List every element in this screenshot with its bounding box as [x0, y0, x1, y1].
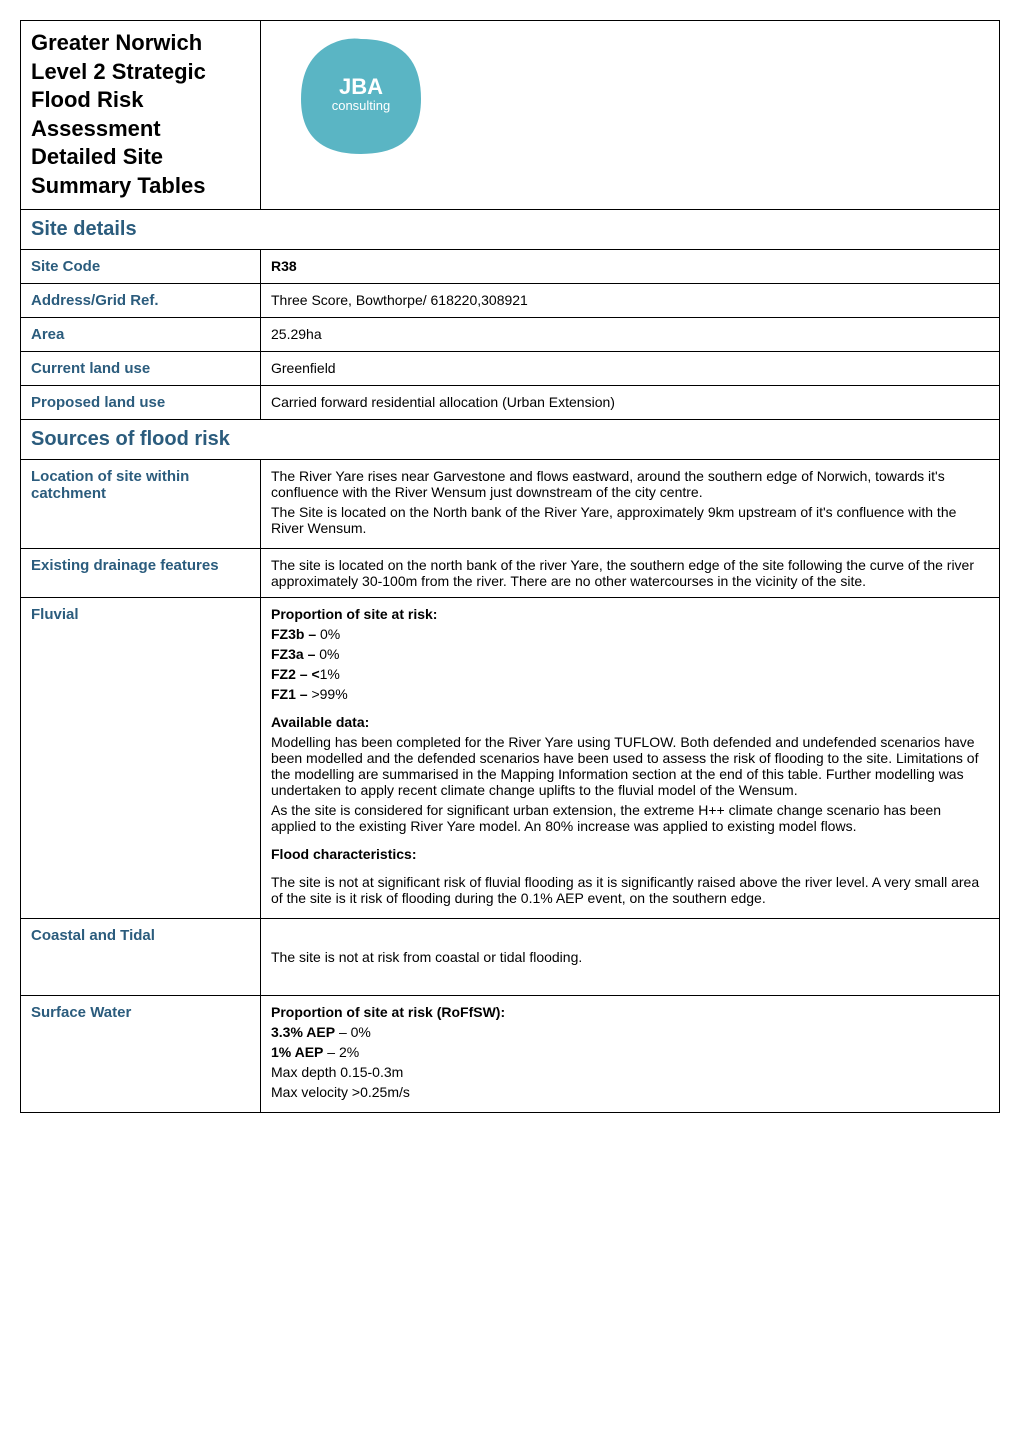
logo-sub-text: consulting	[332, 99, 391, 113]
proposed-land-use-label: Proposed land use	[21, 385, 261, 419]
fluvial-flood-title: Flood characteristics:	[271, 846, 417, 862]
coastal-label: Coastal and Tidal	[21, 918, 261, 995]
fluvial-value: Proportion of site at risk: FZ3b – 0%FZ3…	[261, 597, 1000, 918]
site-code-label: Site Code	[21, 249, 261, 283]
proposed-land-use-row: Proposed land use Carried forward reside…	[21, 385, 1000, 419]
area-row: Area 25.29ha	[21, 317, 1000, 351]
drainage-value: The site is located on the north bank of…	[261, 548, 1000, 597]
address-label: Address/Grid Ref.	[21, 283, 261, 317]
location-row: Location of site within catchment The Ri…	[21, 459, 1000, 548]
location-text-line: The Site is located on the North bank of…	[271, 504, 989, 536]
surface-proportion-title: Proportion of site at risk (RoFfSW):	[271, 1004, 505, 1020]
fluvial-available-line: Modelling has been completed for the Riv…	[271, 734, 989, 798]
drainage-row: Existing drainage features The site is l…	[21, 548, 1000, 597]
fluvial-label: Fluvial	[21, 597, 261, 918]
surface-items-list: 3.3% AEP – 0% 1% AEP – 2% Max depth 0.15-0…	[271, 1024, 989, 1100]
surface-water-label: Surface Water	[21, 995, 261, 1112]
section-sources-header: Sources of flood risk	[21, 419, 1000, 459]
coastal-value: The site is not at risk from coastal or …	[261, 918, 1000, 995]
section-site-details-row: Site details	[21, 209, 1000, 249]
fluvial-flood-text-block: The site is not at significant risk of f…	[271, 874, 989, 906]
surface-item: Max velocity >0.25m/s	[271, 1084, 989, 1100]
site-code-row: Site Code R38	[21, 249, 1000, 283]
surface-water-value: Proportion of site at risk (RoFfSW): 3.3…	[261, 995, 1000, 1112]
fluvial-proportions-list: FZ3b – 0% FZ3a – 0% FZ2 – <1% FZ1 – >99%	[271, 626, 989, 702]
surface-water-row: Surface Water Proportion of site at risk…	[21, 995, 1000, 1112]
section-site-details-header: Site details	[21, 209, 1000, 249]
fluvial-proportion-item: FZ2 – <1%	[271, 666, 989, 682]
coastal-row: Coastal and Tidal The site is not at ris…	[21, 918, 1000, 995]
logo-cell: JBA consulting	[261, 21, 1000, 210]
current-land-use-label: Current land use	[21, 351, 261, 385]
header-row: Greater Norwich Level 2 Strategic Flood …	[21, 21, 1000, 210]
fluvial-proportion-item: FZ3b – 0%	[271, 626, 989, 642]
fluvial-available-text: Modelling has been completed for the Riv…	[271, 734, 989, 834]
fluvial-flood-block: Flood characteristics:	[271, 846, 989, 862]
drainage-label: Existing drainage features	[21, 548, 261, 597]
proposed-land-use-value: Carried forward residential allocation (…	[261, 385, 1000, 419]
location-label: Location of site within catchment	[21, 459, 261, 548]
fluvial-proportion-title: Proportion of site at risk:	[271, 606, 437, 622]
surface-item: 3.3% AEP – 0%	[271, 1024, 989, 1040]
section-sources-row: Sources of flood risk	[21, 419, 1000, 459]
area-value: 25.29ha	[261, 317, 1000, 351]
location-value: The River Yare rises near Garvestone and…	[261, 459, 1000, 548]
location-text-line: The River Yare rises near Garvestone and…	[271, 468, 989, 500]
fluvial-proportion-block: Proportion of site at risk: FZ3b – 0%FZ3…	[271, 606, 989, 702]
area-label: Area	[21, 317, 261, 351]
section-sources-title: Sources of flood risk	[31, 428, 230, 450]
address-row: Address/Grid Ref. Three Score, Bowthorpe…	[21, 283, 1000, 317]
fluvial-available-block: Available data: Modelling has been compl…	[271, 714, 989, 834]
document-title-cell: Greater Norwich Level 2 Strategic Flood …	[21, 21, 261, 210]
logo-text: JBA consulting	[332, 75, 391, 113]
summary-table: Greater Norwich Level 2 Strategic Flood …	[20, 20, 1000, 1113]
site-code-text: R38	[271, 258, 297, 274]
jba-logo: JBA consulting	[291, 29, 431, 159]
surface-item: Max depth 0.15-0.3m	[271, 1064, 989, 1080]
document-title: Greater Norwich Level 2 Strategic Flood …	[31, 29, 250, 201]
fluvial-available-line: As the site is considered for significan…	[271, 802, 989, 834]
fluvial-proportion-item: FZ3a – 0%	[271, 646, 989, 662]
fluvial-row: Fluvial Proportion of site at risk: FZ3b…	[21, 597, 1000, 918]
address-value: Three Score, Bowthorpe/ 618220,308921	[261, 283, 1000, 317]
current-land-use-row: Current land use Greenfield	[21, 351, 1000, 385]
current-land-use-value: Greenfield	[261, 351, 1000, 385]
surface-item: 1% AEP – 2%	[271, 1044, 989, 1060]
site-code-value: R38	[261, 249, 1000, 283]
fluvial-available-title: Available data:	[271, 714, 369, 730]
logo-main-text: JBA	[332, 75, 391, 99]
fluvial-proportion-item: FZ1 – >99%	[271, 686, 989, 702]
section-site-details-title: Site details	[31, 218, 137, 240]
fluvial-flood-text: The site is not at significant risk of f…	[271, 874, 989, 906]
